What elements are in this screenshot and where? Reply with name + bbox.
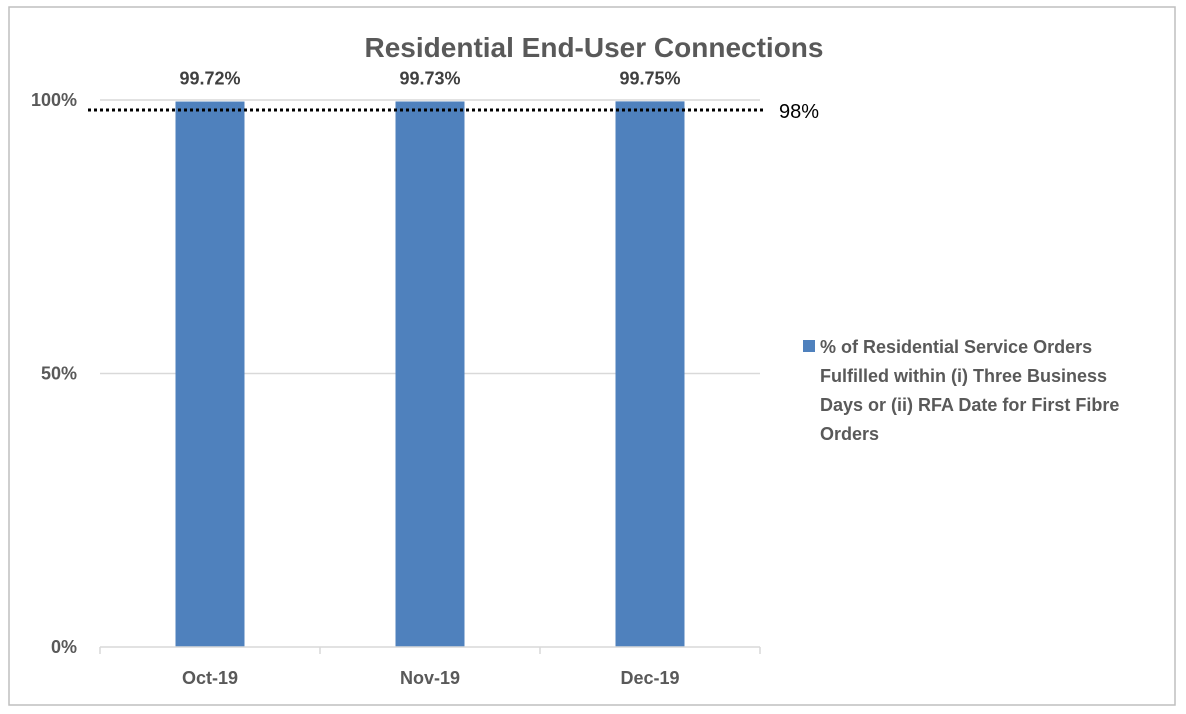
legend-line: Fulfilled within (i) Three Business — [820, 366, 1107, 386]
bar — [175, 101, 245, 647]
legend-label: % of Residential Service Orders Fulfilled… — [820, 337, 1119, 444]
y-axis-ticks: 0% 50% 100% — [31, 90, 77, 657]
data-label: 99.73% — [399, 68, 460, 88]
legend-line: Orders — [820, 424, 879, 444]
y-tick-label: 0% — [51, 637, 77, 657]
bar — [615, 101, 685, 648]
y-tick-label: 50% — [41, 364, 77, 384]
legend: % of Residential Service Orders Fulfilled… — [803, 337, 1119, 444]
bars: 99.72% 99.73% 99.75% — [175, 68, 685, 648]
y-tick-label: 100% — [31, 90, 77, 110]
chart-title: Residential End-User Connections — [365, 32, 824, 63]
x-tick-label: Oct-19 — [182, 668, 238, 688]
x-axis: Oct-19 Nov-19 Dec-19 — [99, 646, 761, 688]
target-label: 98% — [779, 101, 819, 123]
bar — [395, 101, 465, 647]
target-line-group: 98% — [88, 101, 819, 123]
data-label: 99.75% — [619, 68, 680, 88]
legend-line: % of Residential Service Orders — [820, 337, 1092, 357]
legend-line: Days or (ii) RFA Date for First Fibre — [820, 395, 1119, 415]
legend-swatch — [803, 340, 815, 352]
data-label: 99.72% — [179, 69, 240, 89]
x-tick-label: Dec-19 — [620, 668, 679, 688]
x-tick-label: Nov-19 — [400, 668, 460, 688]
